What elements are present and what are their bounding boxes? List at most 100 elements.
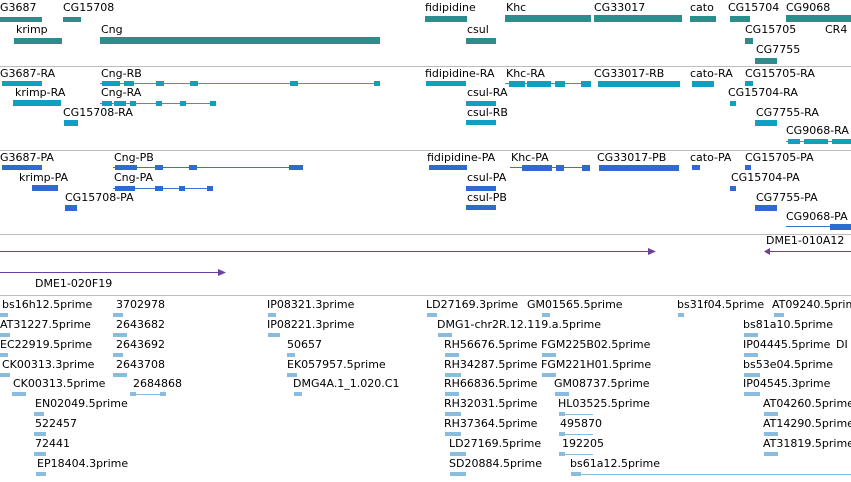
gene-feature[interactable]: CG15705	[745, 24, 805, 46]
est-feature[interactable]: RH37364.5prime	[443, 418, 543, 438]
est-feature[interactable]: 2643682	[113, 319, 183, 339]
transcript-feature[interactable]: Cng-RB	[100, 68, 382, 88]
gene-feature[interactable]: CG9068	[786, 2, 851, 24]
protein-feature[interactable]: CG15708-PA	[63, 192, 153, 214]
est-feature[interactable]: AT31819.5prime	[762, 438, 851, 458]
gene-feature[interactable]: Khc	[505, 2, 625, 24]
est-label: AT31819.5prime	[763, 437, 851, 450]
est-feature[interactable]: 2643692	[113, 339, 183, 359]
transcript-feature[interactable]: CG15708-RA	[62, 107, 152, 129]
est-feature[interactable]: EN02049.5prime	[34, 398, 144, 418]
protein-feature[interactable]: CG33017-PB	[597, 152, 687, 172]
transcript-feature[interactable]: CG15705-RA	[745, 68, 835, 88]
protein-feature[interactable]: csul-PA	[466, 172, 526, 194]
est-feature[interactable]: FGM221H01.5prime	[540, 359, 670, 379]
protein-feature[interactable]: fidipidine-PA	[427, 152, 507, 172]
est-feature[interactable]: 50657	[285, 339, 345, 359]
protein-feature[interactable]: CG15705-PA	[745, 152, 840, 172]
est-feature[interactable]: RH56676.5prime	[443, 339, 543, 359]
est-feature[interactable]: bs31f04.5prime	[676, 299, 786, 319]
est-feature[interactable]: IP08321.3prime	[266, 299, 376, 319]
est-feature[interactable]: FGM225B02.5prime	[540, 339, 670, 359]
transcript-feature[interactable]: csul-RB	[466, 107, 526, 129]
est-feature[interactable]: bs81a10.5prime	[742, 319, 851, 339]
est-feature[interactable]: EK057957.5prime	[285, 359, 405, 379]
transcript-feature[interactable]: fidipidine-RA	[425, 68, 505, 88]
protein-feature[interactable]: CG7755-PA	[755, 192, 851, 214]
gene-feature[interactable]: CG7755	[755, 44, 815, 66]
gene-feature[interactable]: CR4	[825, 24, 851, 46]
cds	[599, 165, 679, 171]
transcript-feature[interactable]: krimp-RA	[13, 87, 93, 109]
protein-feature[interactable]: CG15704-PA	[730, 172, 830, 194]
clone-feature[interactable]: DME1-020F19	[0, 267, 230, 293]
cds	[115, 165, 137, 170]
est-feature[interactable]: DI	[836, 339, 851, 359]
est-feature[interactable]: RH32031.5prime	[443, 398, 543, 418]
est-feature[interactable]: IP08221.3prime	[266, 319, 376, 339]
gene-feature[interactable]: Cng	[100, 24, 382, 46]
protein-feature[interactable]: Khc-PA	[510, 152, 590, 172]
gene-feature[interactable]: CG15708	[63, 2, 123, 24]
transcript-feature[interactable]: cato-RA	[690, 68, 740, 88]
est-feature[interactable]: AT04260.5prime	[762, 398, 851, 418]
est-feature[interactable]: EC22919.5prime	[0, 339, 100, 359]
est-feature[interactable]: AT31227.5prime	[0, 319, 100, 339]
est-feature[interactable]: DMG1-chr2R.12.119.a.5prime	[436, 319, 626, 339]
gene-feature[interactable]: cato	[690, 2, 730, 24]
est-feature[interactable]: CK00313.5prime	[12, 378, 122, 398]
gene-feature[interactable]: CG33017	[594, 2, 684, 24]
est-bar	[160, 392, 166, 396]
protein-feature[interactable]: cato-PA	[690, 152, 740, 172]
est-feature[interactable]: IP04445.5prime	[742, 339, 842, 359]
protein-label: krimp-PA	[19, 171, 69, 184]
est-feature[interactable]: bs61a12.5prime	[569, 458, 851, 478]
protein-feature[interactable]: Cng-PB	[113, 152, 313, 172]
protein-feature[interactable]: CG9068-PA	[786, 211, 851, 233]
est-feature[interactable]: GM08737.5prime	[553, 378, 663, 398]
est-feature[interactable]: 522457	[34, 418, 94, 438]
gene-feature[interactable]: fidipidine	[425, 2, 495, 24]
clone-feature[interactable]: DME1-010A12	[764, 235, 851, 257]
est-feature[interactable]: IP04545.3prime	[742, 378, 851, 398]
est-feature[interactable]: LD27169.5prime	[448, 438, 548, 458]
gene-feature[interactable]: CG15704	[728, 2, 788, 24]
est-feature[interactable]: 72441	[34, 438, 94, 458]
est-feature[interactable]: bs16h12.5prime	[0, 299, 100, 319]
transcript-feature[interactable]: CG33017-RB	[594, 68, 689, 88]
est-feature[interactable]: EP18404.3prime	[34, 458, 144, 478]
transcript-feature[interactable]: Cng-RA	[100, 87, 220, 109]
transcript-feature[interactable]: Khc-RA	[505, 68, 595, 88]
est-feature[interactable]: 495870	[557, 418, 617, 438]
transcript-feature[interactable]: CG7755-RA	[755, 107, 851, 129]
protein-feature[interactable]: krimp-PA	[18, 172, 88, 194]
protein-feature[interactable]: G3687-PA	[0, 152, 70, 172]
est-feature[interactable]: LD27169.3prime	[425, 299, 525, 319]
est-feature[interactable]: CK00313.3prime	[0, 359, 100, 379]
est-feature[interactable]: 2684868	[130, 378, 200, 398]
gene-feature[interactable]: krimp	[14, 24, 64, 46]
gene-feature[interactable]: G3687	[0, 2, 50, 24]
gene-feature[interactable]: csul	[466, 24, 506, 46]
est-feature[interactable]: AT09240.5prime	[772, 299, 851, 319]
est-feature[interactable]: 3702978	[113, 299, 183, 319]
protein-feature[interactable]: csul-PB	[466, 192, 526, 214]
est-feature[interactable]: RH34287.5prime	[443, 359, 543, 379]
exon	[180, 101, 186, 106]
est-feature[interactable]: GM01565.5prime	[526, 299, 636, 319]
est-feature[interactable]: HL03525.5prime	[557, 398, 667, 418]
transcript-feature[interactable]: G3687-RA	[0, 68, 70, 88]
est-feature[interactable]: SD20884.5prime	[448, 458, 548, 478]
est-feature[interactable]: DMG4A.1_1.020.C1	[292, 378, 422, 398]
clone-feature[interactable]	[0, 245, 660, 257]
transcript-feature[interactable]: CG9068-RA	[786, 125, 851, 147]
est-feature[interactable]: AT14290.5prime	[762, 418, 851, 438]
est-feature[interactable]: RH66836.5prime	[443, 378, 543, 398]
est-feature[interactable]: 192205	[557, 438, 617, 458]
est-feature[interactable]: 2643708	[113, 359, 183, 379]
transcript-feature[interactable]: csul-RA	[466, 87, 526, 109]
protein-feature[interactable]: Cng-PA	[113, 172, 223, 194]
est-feature[interactable]: bs53e04.5prime	[742, 359, 851, 379]
transcript-feature[interactable]: CG15704-RA	[727, 87, 827, 109]
est-label: RH37364.5prime	[444, 417, 538, 430]
